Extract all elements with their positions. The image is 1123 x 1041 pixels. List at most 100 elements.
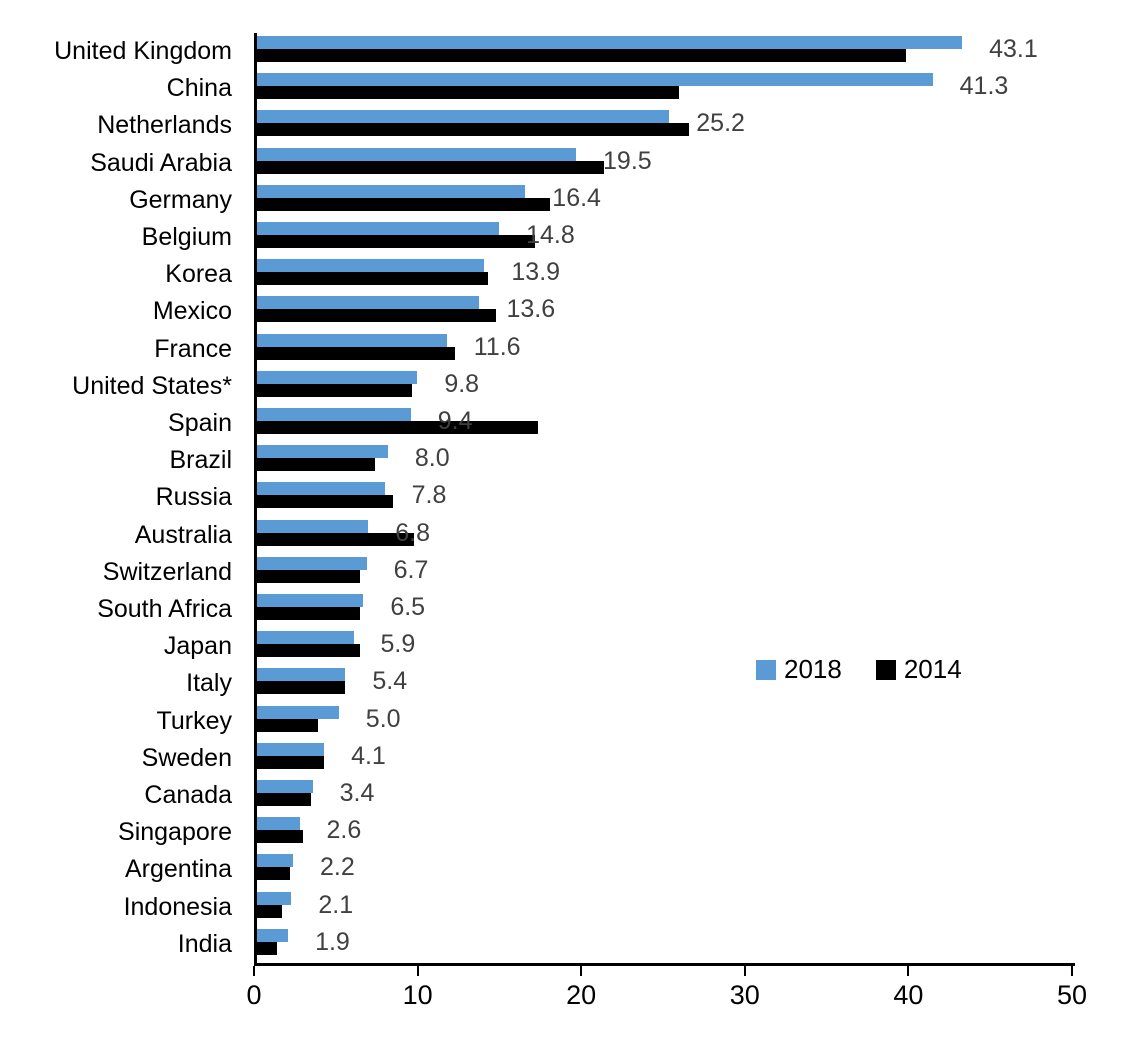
bar-2014 xyxy=(257,681,346,695)
bar-row: 9.8 xyxy=(257,368,1075,405)
bar-row: 13.6 xyxy=(257,293,1075,330)
bar-2018 xyxy=(257,184,526,198)
x-axis-tick-label: 50 xyxy=(1056,980,1088,1010)
bar-2014 xyxy=(257,793,311,806)
data-label: 9.4 xyxy=(437,407,473,435)
bar-2018 xyxy=(257,631,354,645)
bar-2014 xyxy=(257,867,290,881)
bar-2014 xyxy=(257,272,488,286)
bar-2018 xyxy=(257,36,963,49)
category-label: Belgium xyxy=(141,223,232,252)
bar-row: 8.0 xyxy=(257,442,1075,479)
bar-row: 19.5 xyxy=(257,145,1075,182)
x-axis-tick-label: 40 xyxy=(893,980,924,1010)
bar-2014 xyxy=(257,830,303,844)
data-label: 5.4 xyxy=(372,667,408,696)
bar-2014 xyxy=(257,718,318,732)
bar-2014 xyxy=(257,383,413,397)
bar-2018 xyxy=(257,668,346,682)
data-label: 43.1 xyxy=(989,35,1038,63)
category-label: United States* xyxy=(72,371,232,400)
bar-2018 xyxy=(257,705,339,719)
bar-2018 xyxy=(257,780,313,793)
data-label: 1.9 xyxy=(315,927,350,956)
data-label: 5.9 xyxy=(380,630,416,659)
bar-row: 5.9 xyxy=(257,628,1075,665)
bar-2018 xyxy=(257,147,577,161)
bar-row: 16.4 xyxy=(257,182,1075,219)
category-label: Sweden xyxy=(141,743,232,772)
data-label: 2.1 xyxy=(318,890,354,919)
x-axis-tick xyxy=(580,966,583,976)
bar-2014 xyxy=(257,904,282,918)
x-axis-tick xyxy=(416,966,419,976)
bar-row: 4.1 xyxy=(257,740,1075,777)
bar-2018 xyxy=(257,519,369,533)
bar-row: 2.1 xyxy=(257,889,1075,926)
bar-2018 xyxy=(257,110,670,124)
category-label: Spain xyxy=(168,409,232,438)
bar-row: 11.6 xyxy=(257,331,1075,368)
legend: 2018 2014 xyxy=(756,654,962,685)
bar-2018 xyxy=(257,742,325,756)
category-label: Singapore xyxy=(118,818,232,847)
category-label: Mexico xyxy=(152,297,232,326)
bar-row: 41.3 xyxy=(257,70,1075,107)
bar-2018 xyxy=(257,891,292,905)
category-label: Saudi Arabia xyxy=(90,148,232,177)
data-label: 14.8 xyxy=(526,221,575,249)
x-axis-tick-label: 30 xyxy=(729,980,760,1010)
x-axis-tick-label: 0 xyxy=(246,980,262,1010)
data-label: 19.5 xyxy=(603,146,652,175)
bar-2018 xyxy=(257,594,364,607)
bar-2018 xyxy=(257,222,500,235)
bar-row: 9.4 xyxy=(257,405,1075,442)
category-label: Brazil xyxy=(169,446,232,475)
data-label: 2.6 xyxy=(326,816,362,845)
bar-row: 2.6 xyxy=(257,814,1075,851)
data-label: 3.4 xyxy=(339,779,375,807)
x-axis-tick xyxy=(1071,966,1073,976)
category-label: Australia xyxy=(134,520,232,549)
category-label: South Africa xyxy=(97,595,232,624)
bar-2014 xyxy=(257,49,907,62)
bar-2018 xyxy=(257,333,447,347)
bar-2014 xyxy=(257,123,689,137)
category-label: Russia xyxy=(155,483,232,512)
bar-2018 xyxy=(257,482,385,496)
bar-row: 13.9 xyxy=(257,256,1075,293)
legend-label-2014: 2014 xyxy=(903,654,962,684)
category-label: France xyxy=(154,334,232,363)
bar-2014 xyxy=(257,495,393,509)
bar-2014 xyxy=(257,569,361,583)
bar-row: 7.8 xyxy=(257,479,1075,516)
bar-2014 xyxy=(257,458,375,472)
bar-row: 2.2 xyxy=(257,851,1075,888)
bar-row: 6.8 xyxy=(257,517,1075,554)
bar-2014 xyxy=(257,197,550,211)
bar-row: 43.1 xyxy=(257,33,1075,70)
category-label: Canada xyxy=(144,781,232,810)
category-label: Switzerland xyxy=(102,557,232,586)
x-axis-tick-label: 20 xyxy=(566,980,597,1010)
data-label: 6.5 xyxy=(390,593,426,621)
data-label: 4.1 xyxy=(351,741,386,770)
bar-2014 xyxy=(257,86,680,100)
bar-row: 5.4 xyxy=(257,665,1075,702)
bar-row: 14.8 xyxy=(257,219,1075,256)
bar-2014 xyxy=(257,235,536,248)
bar-row: 3.4 xyxy=(257,777,1075,814)
bar-row: 5.0 xyxy=(257,703,1075,740)
data-label: 8.0 xyxy=(414,444,450,473)
bar-2014 xyxy=(257,755,325,769)
bar-2014 xyxy=(257,309,496,323)
category-label: United Kingdom xyxy=(54,37,232,66)
bar-2018 xyxy=(257,259,485,273)
data-label: 41.3 xyxy=(959,72,1009,101)
x-axis-tick xyxy=(907,966,910,976)
legend-swatch-2014 xyxy=(875,659,896,680)
bar-2014 xyxy=(257,941,277,955)
bar-2014 xyxy=(257,346,455,360)
category-label: Japan xyxy=(163,632,232,661)
